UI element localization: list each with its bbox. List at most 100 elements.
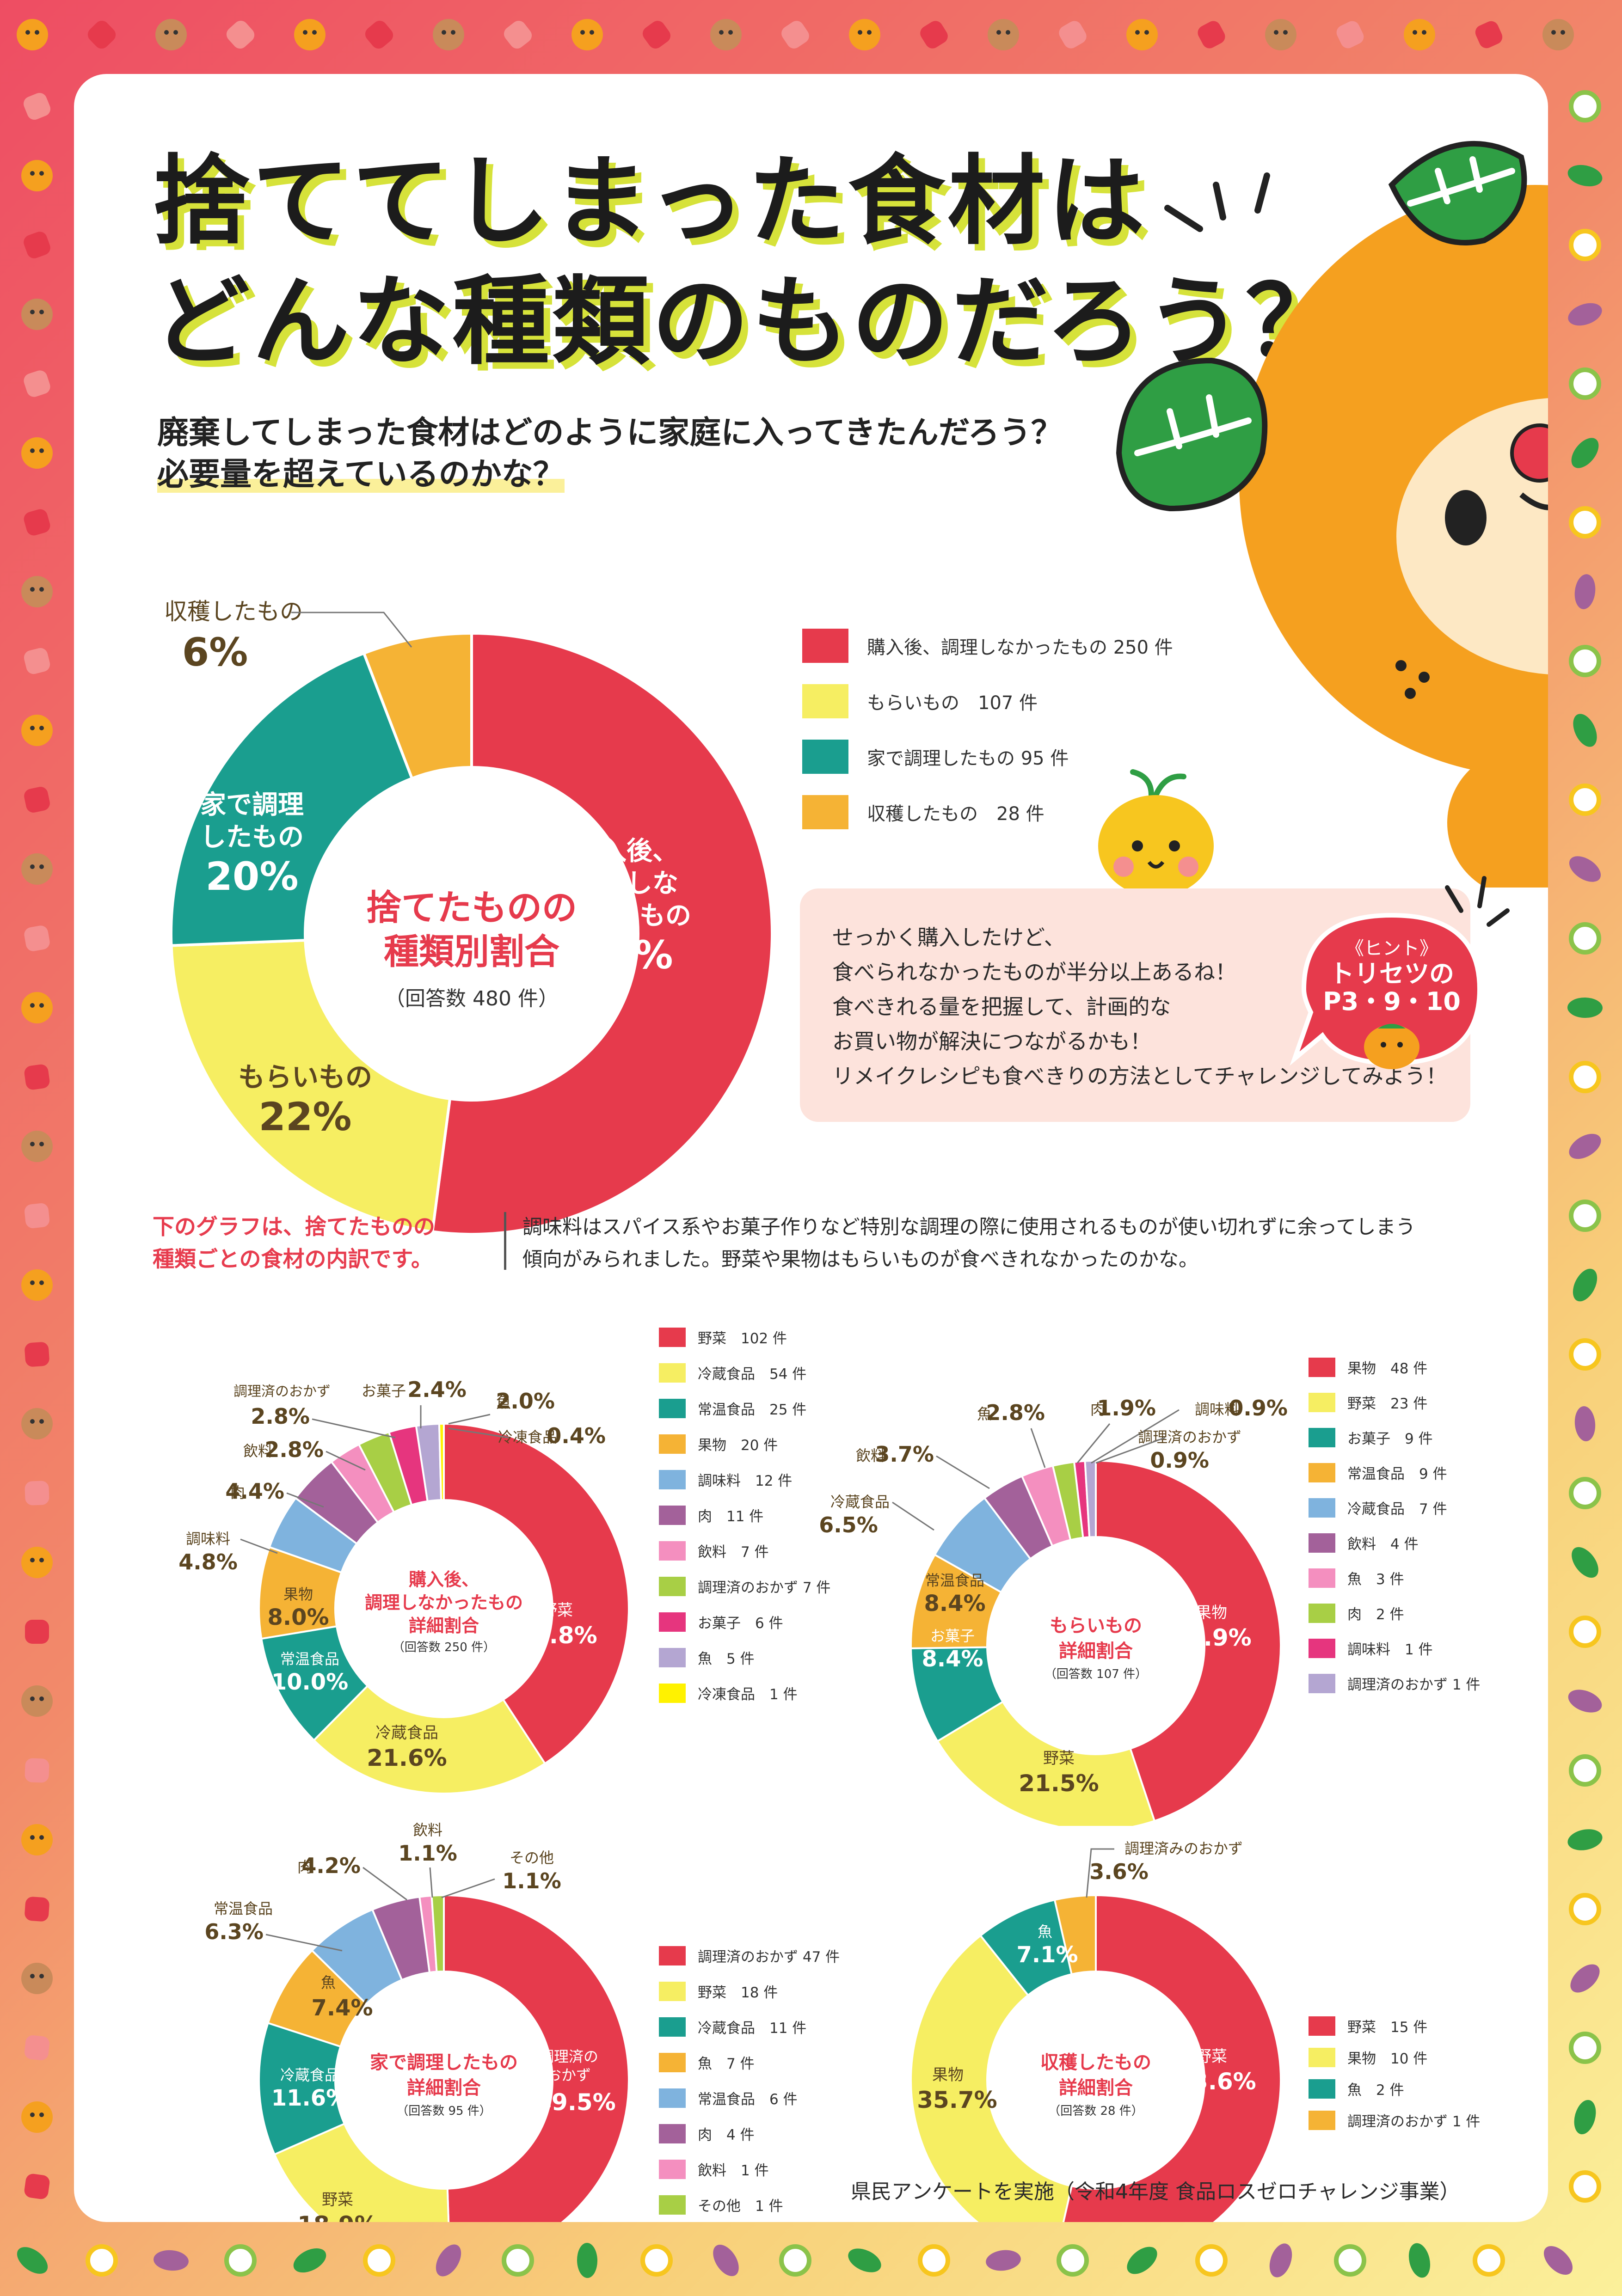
border-food-icon bbox=[21, 1547, 53, 1578]
border-food-icon-eye bbox=[312, 30, 317, 35]
legend-swatch bbox=[659, 2195, 686, 2215]
note-left-line-1: 下のグラフは、捨てたものの bbox=[153, 1214, 435, 1240]
slice-7 bbox=[430, 1894, 445, 1973]
border-food-icon bbox=[1569, 1477, 1601, 1509]
legend-swatch bbox=[659, 2124, 686, 2143]
border-food-icon bbox=[24, 509, 50, 536]
border-food-icon-eye bbox=[590, 30, 594, 35]
legend-swatch bbox=[1309, 1533, 1335, 1553]
border-food-icon bbox=[21, 437, 53, 469]
border-food-icon bbox=[1126, 19, 1158, 50]
legend-swatch bbox=[659, 1683, 686, 1703]
border-food-icon-eye bbox=[30, 1142, 35, 1146]
leader-line bbox=[936, 1455, 990, 1489]
legend-swatch bbox=[659, 1541, 686, 1561]
hint-line-5: リメイクレシピも食べきりの方法としてチャレンジしてみよう！ bbox=[832, 1064, 1447, 1089]
legend-item-5: 肉 11 件 bbox=[659, 1505, 763, 1525]
slice-percent-label-1: 21.6% bbox=[367, 1745, 447, 1771]
border-food-icon-eye bbox=[39, 726, 44, 730]
border-food-icon-eye bbox=[39, 448, 44, 453]
donut-chart-harvested: 野菜 53.6% 果物 35.7% 魚7.1% 調理済みのおかず 3.6% 収穫したもの詳細割… bbox=[910, 1840, 1282, 2222]
legend-swatch bbox=[1309, 1673, 1335, 1693]
legend-swatch bbox=[1309, 1498, 1335, 1518]
border-food-icon bbox=[17, 19, 48, 50]
border-food-icon bbox=[155, 19, 187, 50]
border-food-icon-eye bbox=[30, 587, 35, 592]
border-food-icon-eye bbox=[30, 864, 35, 869]
legend-label: お菓子 9 件 bbox=[1347, 1431, 1433, 1447]
chart-title-line-0: 購入後、 bbox=[409, 1569, 479, 1590]
hint-badge-line-1: トリセツの bbox=[1329, 959, 1454, 988]
legend-label: 冷蔵食品 7 件 bbox=[1347, 1501, 1447, 1518]
slice-percent-label-9: 2.0% bbox=[496, 1389, 555, 1414]
hint-badge: 《ヒント》 トリセツの P3・9・10 bbox=[1290, 876, 1510, 1069]
legend-swatch bbox=[802, 629, 848, 663]
slice-percent-label-7: 1.1% bbox=[502, 1868, 561, 1893]
legend-swatch bbox=[659, 2017, 686, 2037]
slice-category-label-0b: 調理しな bbox=[575, 869, 678, 899]
leader-line bbox=[448, 1414, 491, 1425]
border-food-icon bbox=[1569, 2032, 1601, 2064]
slice-category-label-3: 魚 bbox=[321, 1974, 336, 1991]
legend-swatch bbox=[1309, 2079, 1335, 2099]
border-food-icon bbox=[713, 2244, 739, 2277]
border-food-icon-eye bbox=[719, 30, 724, 35]
border-food-icon bbox=[24, 232, 50, 258]
border-food-icon bbox=[643, 21, 670, 49]
legend-item-4: 常温食品 6 件 bbox=[659, 2088, 798, 2108]
slice-1 bbox=[273, 2122, 450, 2222]
border-food-icon bbox=[1573, 714, 1597, 747]
slice-3 bbox=[362, 631, 473, 780]
legend-label: 調理済のおかず 7 件 bbox=[698, 1580, 831, 1596]
border-food-icon-eye bbox=[39, 587, 44, 592]
legend-label: 肉 11 件 bbox=[698, 1508, 764, 1525]
legend-swatch bbox=[659, 1981, 686, 2001]
legend-item-3: 果物 20 件 bbox=[659, 1433, 778, 1454]
border-food-icon bbox=[988, 19, 1019, 50]
border-food-icon bbox=[1334, 2244, 1366, 2277]
border-food-icon-eye bbox=[451, 30, 455, 35]
border-food-icon bbox=[1127, 2247, 1157, 2274]
border-food-icon bbox=[1059, 21, 1087, 49]
legend-item-1: 冷蔵食品 54 件 bbox=[659, 1362, 806, 1383]
border-food-icon bbox=[21, 853, 53, 885]
border-food-icon-eye bbox=[39, 310, 44, 314]
slice-category-label-1: 果物 bbox=[932, 2066, 964, 2084]
legend-swatch bbox=[1309, 2047, 1335, 2067]
border-food-icon bbox=[293, 2248, 326, 2273]
legend-item-8: お菓子 6 件 bbox=[659, 1611, 783, 1632]
legend-swatch bbox=[659, 1505, 686, 1525]
slice-1 bbox=[170, 939, 452, 1233]
legend-item-2: お菓子 9 件 bbox=[1309, 1427, 1433, 1448]
leader-line bbox=[265, 1934, 343, 1952]
slice-percent-label-7: 1.9% bbox=[1097, 1396, 1156, 1420]
leader-line bbox=[1091, 1409, 1180, 1464]
legend-label: 調味料 1 件 bbox=[1347, 1641, 1433, 1658]
legend-swatch bbox=[1309, 1568, 1335, 1588]
slice-10 bbox=[438, 1422, 445, 1501]
small-mikan-mascot bbox=[1098, 769, 1214, 906]
legend-item-9: 調理済のおかず 1 件 bbox=[1309, 1673, 1480, 1694]
chart-subtitle: （回答数 95 件） bbox=[396, 2104, 492, 2118]
slice-percent-label-9: 0.9% bbox=[1150, 1448, 1209, 1473]
border-food-icon bbox=[1574, 2100, 1596, 2135]
legend-swatch bbox=[659, 1576, 686, 1596]
border-food-icon bbox=[1573, 1268, 1597, 1302]
border-food-icon bbox=[21, 1269, 53, 1301]
slice-category-label-3: 調理済みのおかず bbox=[1124, 1840, 1243, 1857]
border-food-icon bbox=[710, 19, 742, 50]
slice-percent-label-3: 8.0% bbox=[267, 1604, 329, 1630]
slice-percent-label-2: 11.6% bbox=[271, 2085, 349, 2111]
border-food-icon bbox=[21, 160, 53, 191]
legend-label: 肉 2 件 bbox=[1347, 1606, 1404, 1623]
border-food-icon bbox=[21, 715, 53, 746]
border-food-icon-eye bbox=[1283, 30, 1288, 35]
leader-line bbox=[326, 1451, 366, 1471]
slice-percent-label-0: 52% bbox=[580, 932, 673, 978]
border-food-icon bbox=[25, 1897, 49, 1922]
border-food-icon bbox=[1408, 2243, 1431, 2278]
slice-0 bbox=[1062, 1894, 1282, 2222]
border-food-icon bbox=[781, 21, 809, 49]
slice-category-label-9: 魚 bbox=[496, 1394, 511, 1411]
